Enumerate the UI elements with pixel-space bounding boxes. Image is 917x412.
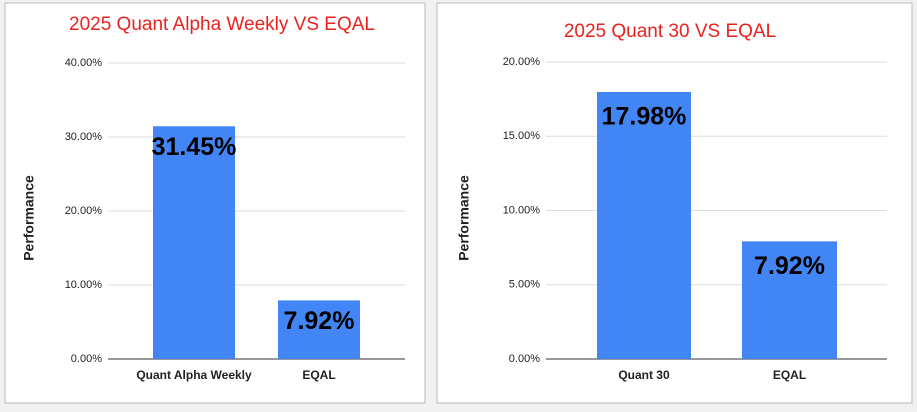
bar — [153, 126, 235, 360]
y-tick-label: 40.00% — [65, 57, 103, 69]
chart-title: 2025 Quant Alpha Weekly VS EQAL — [69, 14, 375, 35]
x-tick-label: EQAL — [302, 368, 335, 382]
y-tick-label: 0.00% — [71, 353, 102, 365]
y-axis-title: Performance — [456, 175, 472, 261]
data-label: 31.45% — [152, 133, 237, 161]
y-tick-label: 20.00% — [65, 205, 103, 217]
bar — [278, 300, 360, 359]
y-tick-label: 20.00% — [503, 56, 541, 68]
x-tick-label: Quant Alpha Weekly — [136, 368, 252, 382]
y-axis-title: Performance — [21, 175, 37, 261]
x-tick-label: Quant 30 — [618, 368, 670, 382]
data-label: 7.92% — [754, 252, 825, 280]
bar — [597, 91, 691, 359]
y-tick-label: 0.00% — [509, 353, 540, 365]
y-tick-label: 15.00% — [503, 130, 541, 142]
y-tick-label: 10.00% — [503, 204, 541, 216]
data-label: 17.98% — [602, 103, 687, 131]
y-tick-label: 5.00% — [509, 279, 540, 291]
bar — [742, 241, 837, 359]
y-tick-label: 10.00% — [65, 279, 103, 291]
data-label: 7.92% — [284, 307, 355, 335]
x-tick-label: EQAL — [773, 368, 806, 382]
y-tick-label: 30.00% — [65, 131, 103, 143]
chart-title: 2025 Quant 30 VS EQAL — [564, 21, 776, 42]
